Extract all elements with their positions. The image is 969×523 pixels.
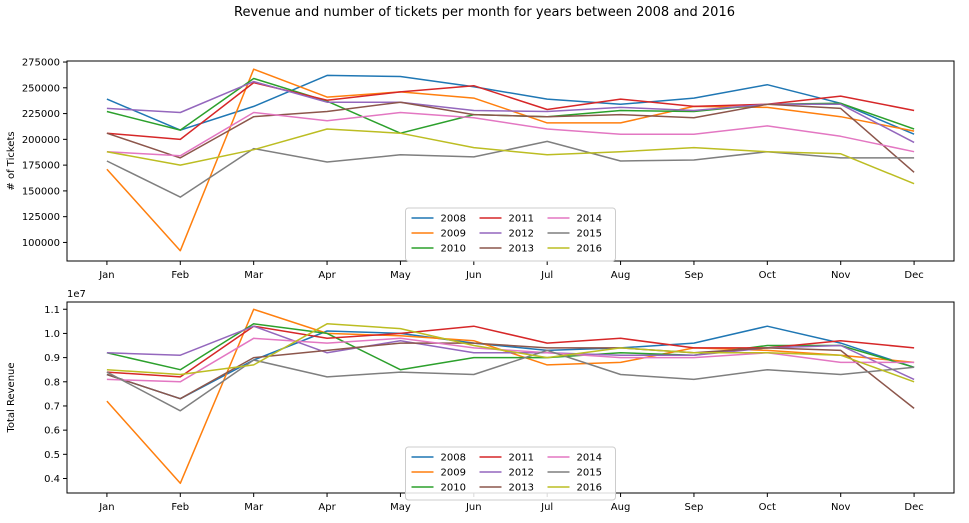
legend: 2008 2009 2010 2011 2012 2013 2014 2015 2016 xyxy=(405,207,616,262)
series-line-2016 xyxy=(106,323,915,383)
legend-label: 2011 xyxy=(509,453,534,464)
legend-label: 2009 xyxy=(441,468,466,479)
legend-label: 2010 xyxy=(441,483,466,494)
x-tick-label: Feb xyxy=(171,270,189,281)
x-tick-label: Jan xyxy=(98,502,114,513)
x-tick-label: Sep xyxy=(685,502,704,513)
legend-label: 2013 xyxy=(509,483,534,494)
x-tick-label: Mar xyxy=(244,270,264,281)
x-tick-label: Oct xyxy=(759,270,776,281)
x-tick-label: Sep xyxy=(685,270,704,281)
x-tick-label: Apr xyxy=(318,502,336,513)
x-tick-label: May xyxy=(390,270,411,281)
legend-label: 2008 xyxy=(441,214,466,225)
legend-label: 2016 xyxy=(577,483,602,494)
figure-title: Revenue and number of tickets per month … xyxy=(234,5,735,20)
series-line-2015 xyxy=(106,349,915,412)
x-tick-label: Aug xyxy=(611,270,631,281)
legend-label: 2012 xyxy=(509,468,534,479)
y-tick-label: 0.5 xyxy=(44,450,60,461)
x-tick-label: Jul xyxy=(540,502,553,513)
y-axis-label: # of Tickets xyxy=(6,131,17,190)
y-tick-label: 0.8 xyxy=(44,377,60,388)
y-tick-label: 275000 xyxy=(22,58,60,69)
x-tick-label: Dec xyxy=(904,270,923,281)
series-line-2011 xyxy=(106,81,915,141)
y-tick-label: 125000 xyxy=(22,212,60,223)
series-line-2015 xyxy=(106,140,915,198)
legend-label: 2011 xyxy=(509,214,534,225)
x-tick-label: Aug xyxy=(611,502,631,513)
y-tick-label: 200000 xyxy=(22,135,60,146)
y-tick-label: 100000 xyxy=(22,238,60,249)
y-tick-label: 0.9 xyxy=(44,353,60,364)
y-tick-label: 0.4 xyxy=(44,474,60,485)
y-tick-label: 250000 xyxy=(22,83,60,94)
x-tick-label: May xyxy=(390,502,411,513)
legend-label: 2015 xyxy=(577,468,602,479)
legend-label: 2013 xyxy=(509,244,534,255)
x-tick-label: Nov xyxy=(831,502,851,513)
series-line-2013 xyxy=(106,342,915,409)
chart-panel-revenue: 0.4 0.5 0.6 0.7 0.8 0.9 1.0 1.1 Jan Feb Mar Apr May J… xyxy=(6,289,955,513)
series-line-2011 xyxy=(106,325,915,378)
x-tick-label: Nov xyxy=(831,270,851,281)
y-tick-label: 1.1 xyxy=(44,305,60,316)
y-tick-label: 1.0 xyxy=(44,329,60,340)
legend-label: 2014 xyxy=(577,214,602,225)
y-scale-label: 1e7 xyxy=(67,289,86,300)
x-tick-label: Apr xyxy=(318,270,336,281)
x-tick-label: Oct xyxy=(759,502,776,513)
x-tick-label: Mar xyxy=(244,502,264,513)
series-line-2008 xyxy=(106,74,915,135)
series-line-2014 xyxy=(106,337,915,383)
x-tick-label: Jun xyxy=(465,502,482,513)
y-axis-label: Total Revenue xyxy=(6,362,17,433)
legend: 2008 2009 2010 2011 2012 2013 2014 2015 2016 xyxy=(405,446,616,501)
series-line-2012 xyxy=(106,325,915,381)
legend-label: 2015 xyxy=(577,229,602,240)
legend-label: 2016 xyxy=(577,244,602,255)
chart-panel-tickets: 100000 125000 150000 175000 200000 225000 2500… xyxy=(6,58,955,281)
y-tick-label: 0.6 xyxy=(44,426,60,437)
x-tick-label: Jul xyxy=(540,270,553,281)
y-tick-label: 175000 xyxy=(22,161,60,172)
x-tick-label: Jun xyxy=(465,270,482,281)
legend-label: 2014 xyxy=(577,453,602,464)
x-tick-label: Dec xyxy=(904,502,923,513)
legend-label: 2012 xyxy=(509,229,534,240)
series-line-2016 xyxy=(106,128,915,185)
y-tick-label: 0.7 xyxy=(44,401,60,412)
x-tick-label: Feb xyxy=(171,502,189,513)
legend-label: 2010 xyxy=(441,244,466,255)
series-line-2013 xyxy=(106,101,915,173)
y-tick-label: 225000 xyxy=(22,109,60,120)
y-tick-label: 150000 xyxy=(22,186,60,197)
legend-label: 2008 xyxy=(441,453,466,464)
legend-label: 2009 xyxy=(441,229,466,240)
series-line-2014 xyxy=(106,111,915,157)
x-tick-label: Jan xyxy=(98,270,114,281)
